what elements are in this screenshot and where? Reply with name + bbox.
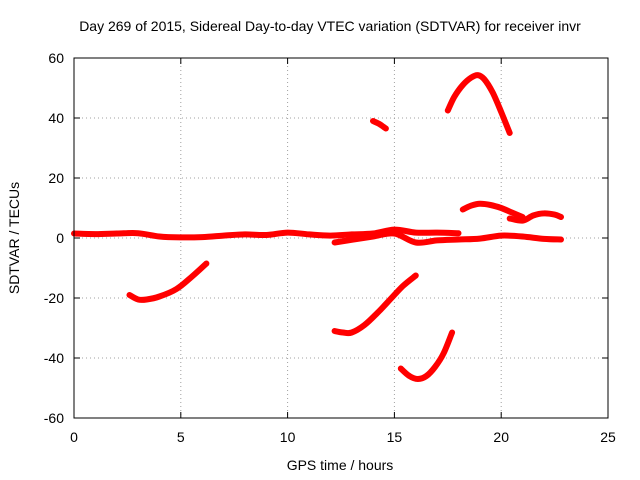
- series-baseline-2: [331, 230, 564, 246]
- series-arc-d: [370, 118, 389, 132]
- y-tick-label: -40: [44, 350, 64, 366]
- series-arc-f: [459, 200, 526, 220]
- y-axis-label: SDTVAR / TECUs: [6, 182, 22, 294]
- y-tick-label: 0: [56, 230, 64, 246]
- ticks: [73, 57, 609, 419]
- series-baseline-1: [71, 226, 462, 241]
- y-tick-label: 20: [48, 170, 64, 186]
- series-arc-e: [444, 72, 513, 136]
- x-axis-label: GPS time / hours: [287, 457, 394, 473]
- tick-labels: 0 5 10 15 20 25 -60 -40 -20 0 20 40 60: [44, 50, 616, 445]
- series-arc-a: [126, 260, 210, 303]
- y-tick-label: 60: [48, 50, 64, 66]
- x-tick-label: 20: [493, 429, 509, 445]
- x-tick-label: 0: [70, 429, 78, 445]
- y-tick-label: -60: [44, 410, 64, 426]
- series-arc-g: [506, 210, 564, 224]
- y-tick-label: -20: [44, 290, 64, 306]
- x-tick-label: 25: [600, 429, 616, 445]
- y-tick-label: 40: [48, 110, 64, 126]
- x-tick-label: 15: [387, 429, 403, 445]
- series-arc-c: [397, 329, 456, 382]
- x-tick-label: 5: [177, 429, 185, 445]
- x-tick-label: 10: [280, 429, 296, 445]
- series-group: [71, 72, 564, 382]
- chart-title: Day 269 of 2015, Sidereal Day-to-day VTE…: [79, 18, 581, 34]
- series-arc-b: [331, 272, 419, 337]
